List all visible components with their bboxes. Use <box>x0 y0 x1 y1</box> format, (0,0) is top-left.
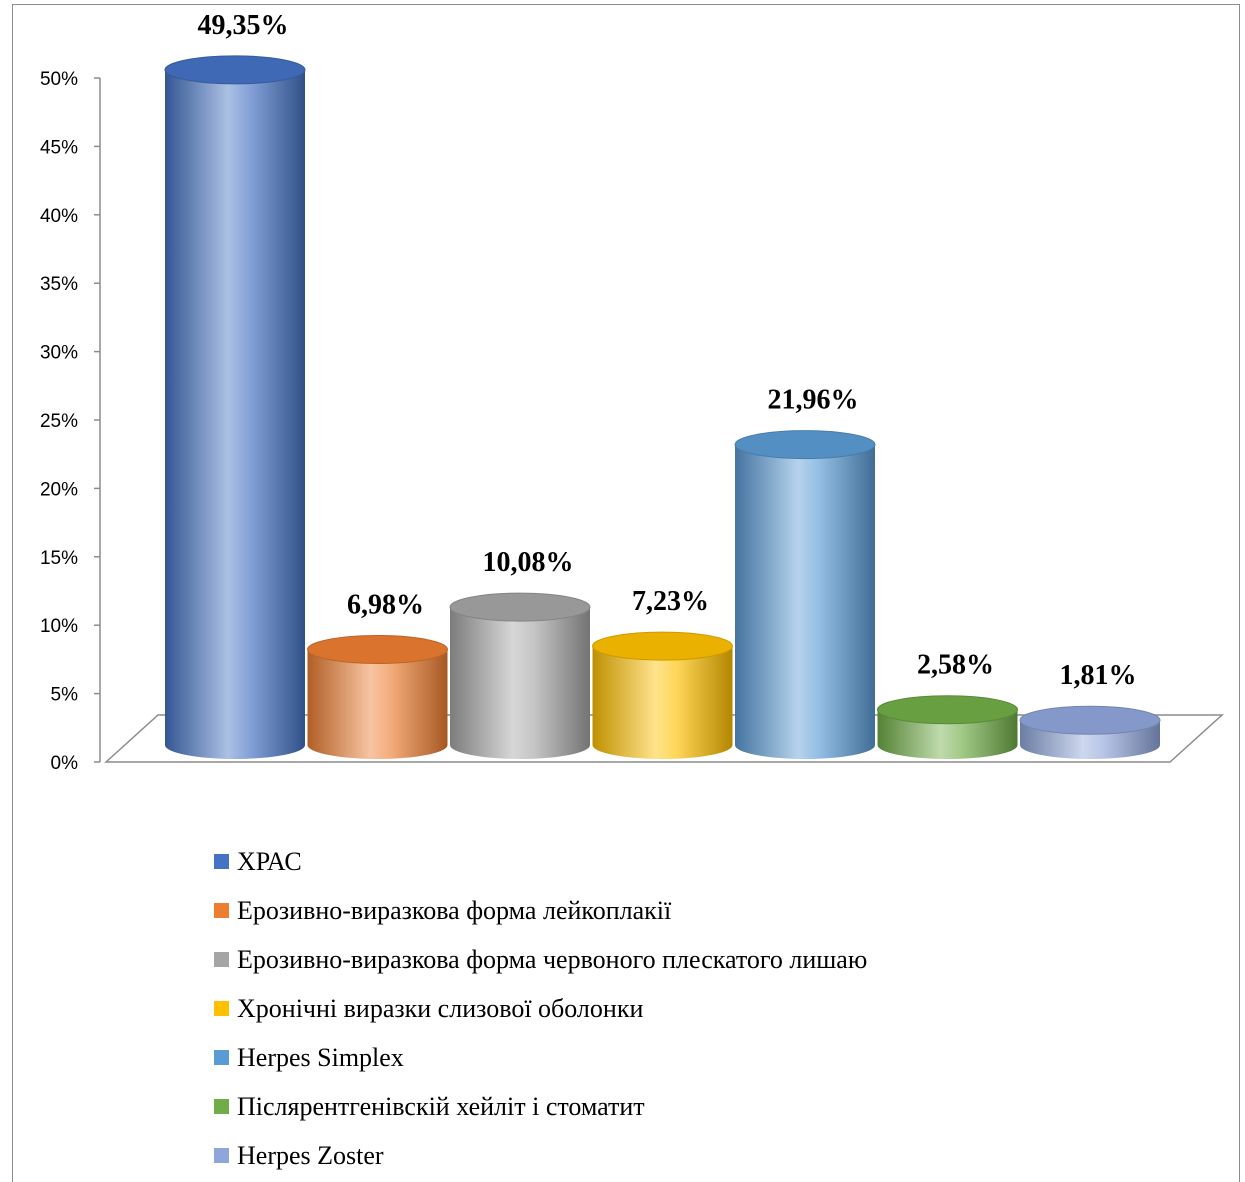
y-tick-label: 35% <box>40 274 78 295</box>
bars <box>164 55 1161 760</box>
y-axis: 0% 5% 10% 15% 20% 25% 30% 35% 40% 45% 50% <box>40 69 101 774</box>
bar-top <box>877 695 1018 725</box>
y-tick-label: 40% <box>40 206 78 227</box>
bar <box>877 695 1018 759</box>
bar-body <box>165 69 305 760</box>
data-label: 1,81% <box>1060 660 1137 691</box>
legend: ХРАС Ерозивно-виразкова форма лейкоплакії… <box>214 837 1214 1180</box>
floor-plane <box>104 714 1224 763</box>
bar-top <box>1019 705 1161 735</box>
legend-label: ХРАС <box>237 846 302 876</box>
legend-label: Herpes Simplex <box>237 1042 404 1072</box>
data-label: 10,08% <box>483 547 574 578</box>
legend-item: Хронічні виразки слизової оболонки <box>214 984 1214 1033</box>
y-tick-label: 5% <box>51 685 79 706</box>
chart-floor <box>104 714 1224 763</box>
legend-label: Післярентгенівскій хейліт і стоматит <box>237 1091 645 1121</box>
legend-item: Післярентгенівскій хейліт і стоматит <box>214 1082 1214 1131</box>
legend-label: Хронічні виразки слизової оболонки <box>237 993 644 1023</box>
data-label: 21,96% <box>768 385 859 416</box>
bar-body <box>307 649 448 759</box>
bar-body <box>735 444 875 759</box>
legend-label: Herpes Zoster <box>237 1140 384 1170</box>
bar-top <box>307 635 448 665</box>
bar <box>1019 705 1161 759</box>
bar <box>734 430 876 759</box>
legend-item: Ерозивно-виразкова форма лейкоплакії <box>214 886 1214 935</box>
data-label: 2,58% <box>917 650 994 681</box>
legend-swatch <box>214 1001 229 1016</box>
data-label: 49,35% <box>198 10 289 41</box>
bar <box>592 631 733 759</box>
bar-top <box>449 592 591 622</box>
bar <box>307 635 448 759</box>
data-label: 7,23% <box>632 586 709 617</box>
y-tick-label: 45% <box>40 137 78 158</box>
bar-top <box>734 430 876 460</box>
y-tick-label: 20% <box>40 479 78 500</box>
legend-label: Ерозивно-виразкова форма червоного плеск… <box>237 944 868 974</box>
y-tick-label: 25% <box>40 411 78 432</box>
bar-body <box>592 646 733 759</box>
bar-top <box>592 631 733 661</box>
y-tick-label: 30% <box>40 343 78 364</box>
legend-swatch <box>214 1099 229 1114</box>
legend-item: Herpes Simplex <box>214 1033 1214 1082</box>
bar-body <box>450 607 590 759</box>
legend-label: Ерозивно-виразкова форма лейкоплакії <box>237 895 672 925</box>
legend-swatch <box>214 1050 229 1065</box>
legend-swatch <box>214 903 229 918</box>
y-tick-label: 0% <box>51 753 79 774</box>
legend-swatch <box>214 854 229 869</box>
y-tick-label: 10% <box>40 616 78 637</box>
y-tick-label: 50% <box>40 69 78 90</box>
legend-item: ХРАС <box>214 837 1214 886</box>
legend-item: Herpes Zoster <box>214 1131 1214 1180</box>
data-labels: 49,35% 6,98% 10,08% 7,23% 21,96% 2,58% 1,81% <box>198 10 1137 691</box>
data-label: 6,98% <box>347 590 424 621</box>
legend-swatch <box>214 952 229 967</box>
bar <box>164 55 306 760</box>
y-tick-label: 15% <box>40 548 78 569</box>
legend-swatch <box>214 1148 229 1163</box>
legend-item: Ерозивно-виразкова форма червоного плеск… <box>214 935 1214 984</box>
bar <box>449 592 591 759</box>
bar-top <box>164 55 306 85</box>
bar-chart: 0% 5% 10% 15% 20% 25% 30% 35% 40% 45% 50% 49,35% 6,… <box>40 10 1224 774</box>
